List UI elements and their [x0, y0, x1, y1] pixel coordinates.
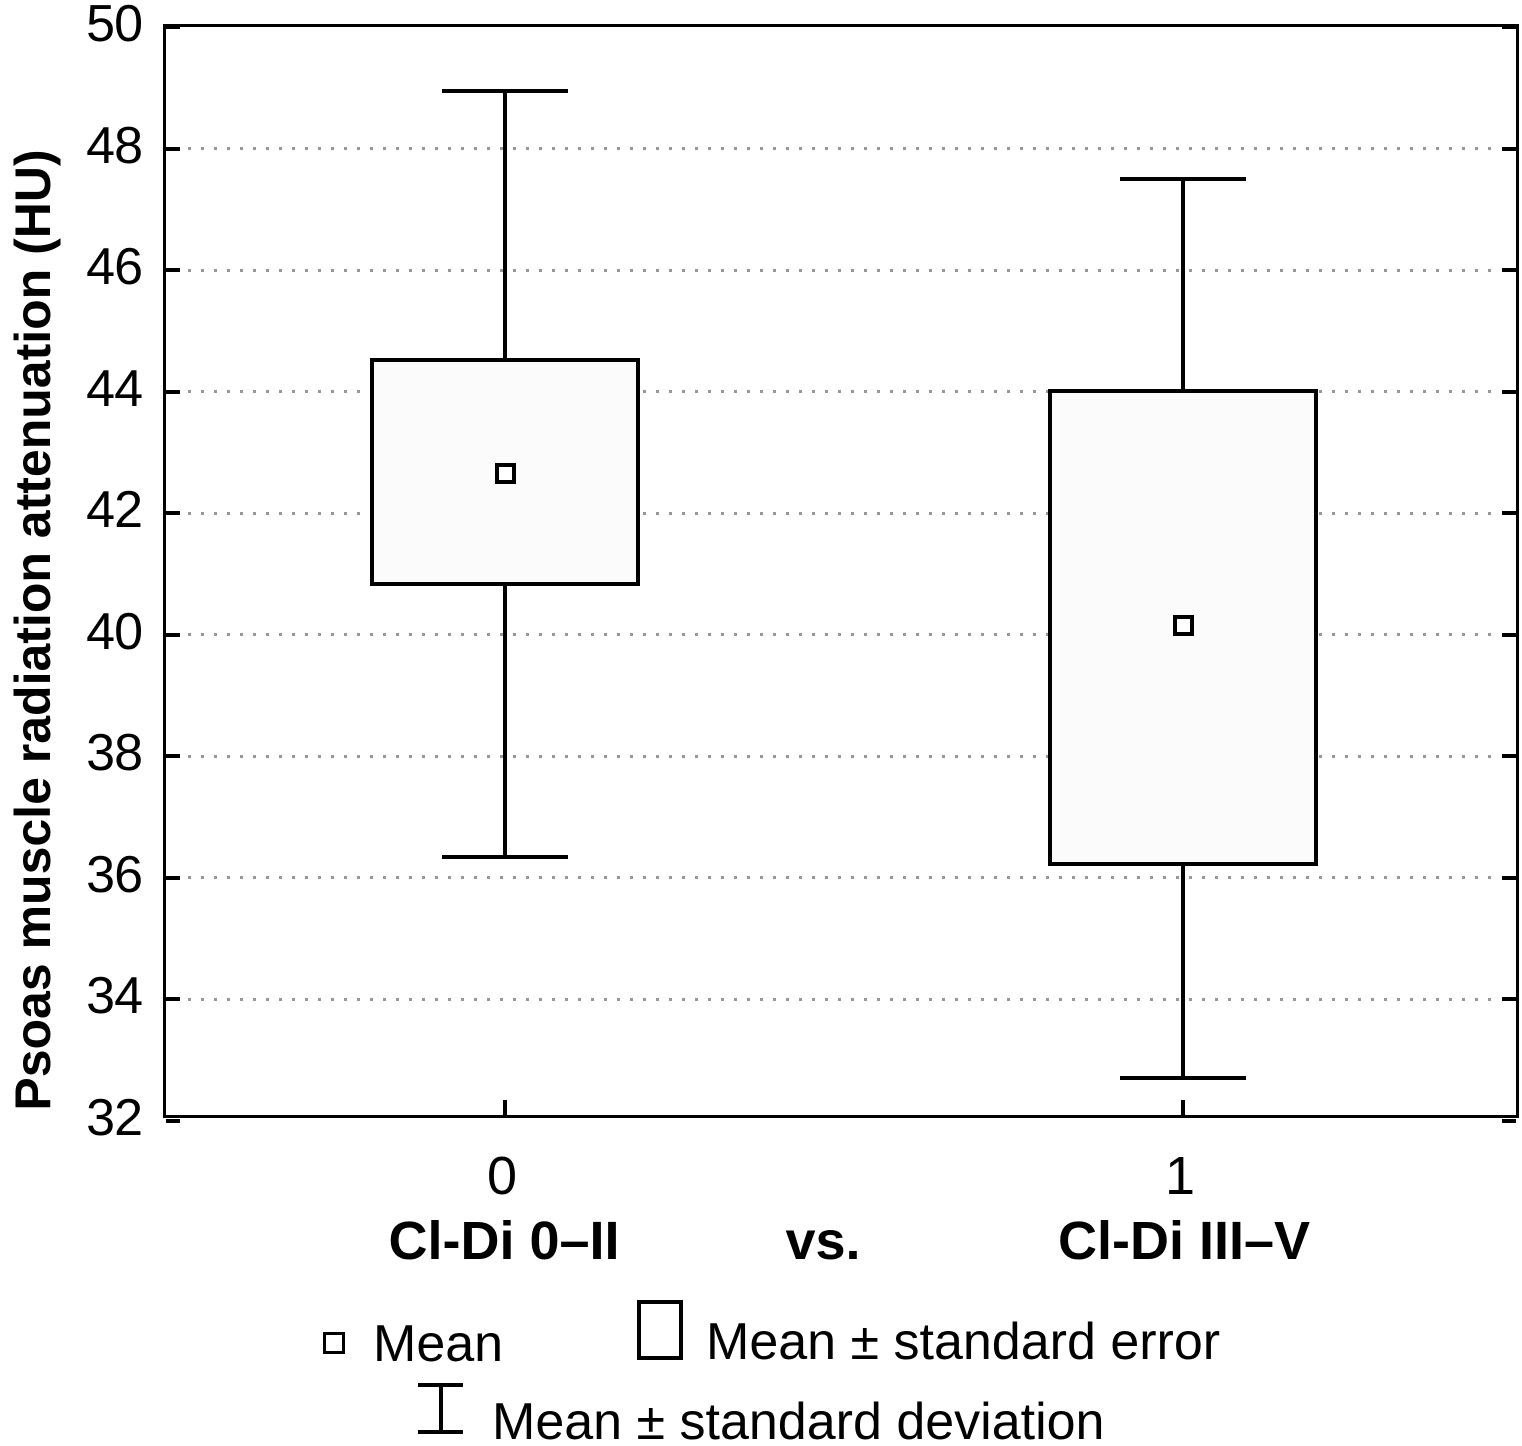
gridline-40 [188, 633, 1494, 637]
group-label-1: Cl-Di III–V [1057, 1211, 1311, 1271]
y-tick-left-44 [166, 389, 180, 394]
plot-area [163, 24, 1519, 1123]
gridline-48 [188, 147, 1494, 151]
y-tick-label-34: 34 [86, 967, 143, 1026]
y-tick-left-36 [166, 875, 180, 880]
gridline-36 [188, 876, 1494, 880]
y-tick-label-48: 48 [86, 116, 143, 175]
standard-error-box-icon [637, 1300, 683, 1360]
x-tick-0 [503, 1100, 507, 1115]
y-tick-right-32 [1502, 1119, 1516, 1123]
x-tick-1 [1181, 1100, 1185, 1115]
sd-whisker-cap-bottom-1 [1120, 1076, 1246, 1081]
y-tick-label-36: 36 [86, 845, 143, 904]
y-tick-label-32: 32 [86, 1089, 143, 1147]
y-tick-left-32 [166, 1119, 180, 1123]
sd-whisker-cap-top-1 [1120, 176, 1246, 181]
y-tick-left-38 [166, 754, 180, 759]
legend-label-mean: Mean [373, 1315, 504, 1373]
gridline-38 [188, 754, 1494, 758]
y-tick-left-40 [166, 632, 180, 637]
y-tick-label-38: 38 [86, 724, 143, 783]
y-tick-right-48 [1502, 146, 1516, 151]
gridline-44 [188, 390, 1494, 394]
y-tick-right-50 [1502, 25, 1516, 29]
y-tick-right-42 [1502, 511, 1516, 516]
gridline-46 [188, 268, 1494, 272]
group-separator-label: vs. [785, 1211, 861, 1271]
x-tick-label-0: 0 [486, 1146, 518, 1206]
y-tick-left-50 [166, 25, 180, 29]
y-tick-label-40: 40 [86, 602, 143, 661]
y-tick-right-40 [1502, 632, 1516, 637]
sd-whisker-cap-bottom-0 [442, 854, 568, 859]
group-label-0: Cl-Di 0–II [388, 1211, 620, 1271]
y-tick-label-42: 42 [86, 481, 143, 540]
y-tick-left-42 [166, 511, 180, 516]
y-tick-label-50: 50 [86, 0, 143, 53]
y-tick-right-38 [1502, 754, 1516, 759]
y-tick-right-34 [1502, 997, 1516, 1002]
gridline-42 [188, 511, 1494, 515]
y-tick-label-46: 46 [86, 238, 143, 297]
legend-label-standard-error: Mean ± standard error [706, 1313, 1221, 1371]
mean-marker-0 [494, 463, 516, 485]
y-tick-right-46 [1502, 268, 1516, 273]
legend-label-standard-deviation: Mean ± standard deviation [492, 1393, 1105, 1446]
y-tick-label-44: 44 [86, 359, 143, 418]
mean-marker-icon [323, 1332, 345, 1354]
x-tick-label-1: 1 [1164, 1146, 1196, 1206]
y-tick-left-34 [166, 997, 180, 1002]
y-axis-title: Psoas muscle radiation attenuation (HU) [5, 149, 61, 1111]
y-tick-left-46 [166, 268, 180, 273]
mean-marker-1 [1172, 615, 1194, 637]
y-tick-right-36 [1502, 875, 1516, 880]
standard-deviation-errorbar-icon [418, 1383, 463, 1434]
errorbar-vertical-line [438, 1387, 443, 1430]
y-tick-right-44 [1502, 389, 1516, 394]
y-tick-left-48 [166, 146, 180, 151]
gridline-34 [188, 997, 1494, 1001]
sd-whisker-cap-top-0 [442, 88, 568, 93]
